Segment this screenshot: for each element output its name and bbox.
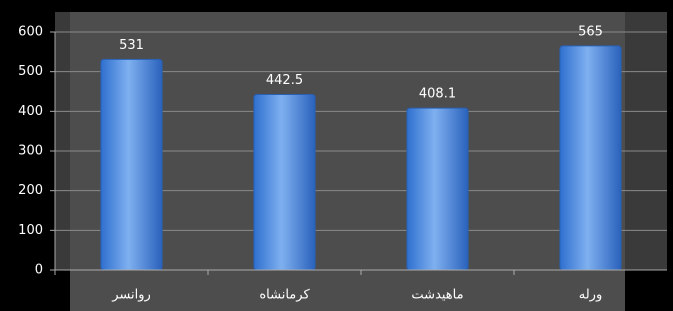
x-tick-label: ورله [579, 288, 603, 303]
bar [560, 46, 621, 270]
bar [101, 59, 162, 270]
x-tick-label: روانسر [111, 288, 151, 303]
chart: 0 100 200 300 400 500 600 روانسر 531 کرمانشاه 442.… [0, 0, 673, 311]
data-label: 408.1 [419, 87, 456, 102]
x-tick-label: کرمانشاه [259, 288, 310, 303]
x-tick-label: ماهیدشت [411, 288, 463, 303]
page: 0 100 200 300 400 500 600 روانسر 531 کرمانشاه 442.… [0, 0, 673, 311]
data-label: 531 [119, 38, 144, 53]
bar [407, 108, 468, 270]
data-label: 565 [578, 24, 603, 39]
y-tick-label: 500 [18, 64, 43, 79]
y-tick-label: 0 [35, 263, 43, 278]
y-tick-label: 200 [18, 183, 43, 198]
y-tick-label: 600 [18, 25, 43, 40]
y-tick-label: 300 [18, 144, 43, 159]
y-tick-label: 400 [18, 104, 43, 119]
data-label: 442.5 [266, 73, 303, 88]
y-tick-label: 100 [18, 223, 43, 238]
bar [254, 94, 315, 270]
